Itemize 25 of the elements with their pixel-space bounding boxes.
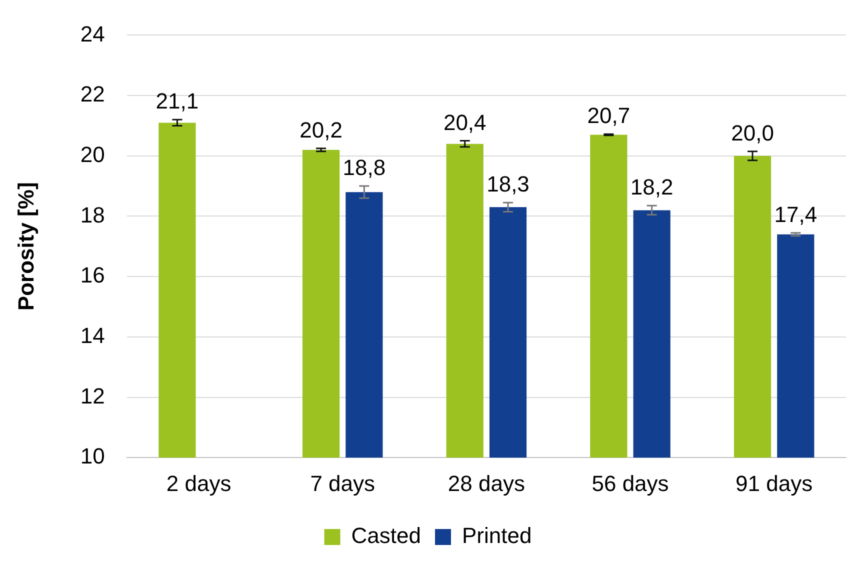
data-label: 17,4 (774, 202, 818, 227)
data-label: 21,1 (156, 88, 199, 114)
y-tick-label: 14 (80, 322, 105, 348)
y-tick-label: 24 (80, 21, 105, 46)
y-tick-label: 22 (80, 82, 105, 107)
legend-label: Printed (462, 523, 532, 548)
data-label: 20,2 (300, 117, 342, 142)
x-tick-label: 2 days (166, 470, 232, 496)
data-label: 20,7 (587, 103, 630, 128)
x-tick-label: 7 days (310, 470, 376, 496)
data-label: 18,8 (342, 155, 386, 180)
data-label: 18,3 (486, 172, 530, 197)
legend-label: Casted (351, 523, 422, 548)
y-tick-label: 12 (80, 383, 105, 408)
data-label: 20,0 (731, 120, 774, 146)
y-axis-title: Porosity [%] (13, 182, 38, 311)
x-tick-label: 28 days (448, 470, 525, 496)
data-label: 18,2 (630, 174, 674, 200)
y-tick-label: 18 (80, 202, 105, 228)
y-tick-label: 16 (80, 262, 105, 288)
y-tick-label: 10 (80, 444, 105, 469)
x-tick-label: 91 days (736, 470, 813, 496)
x-tick-label: 56 days (592, 470, 669, 496)
y-tick-label: 20 (80, 142, 105, 167)
data-label: 20,4 (443, 110, 486, 135)
